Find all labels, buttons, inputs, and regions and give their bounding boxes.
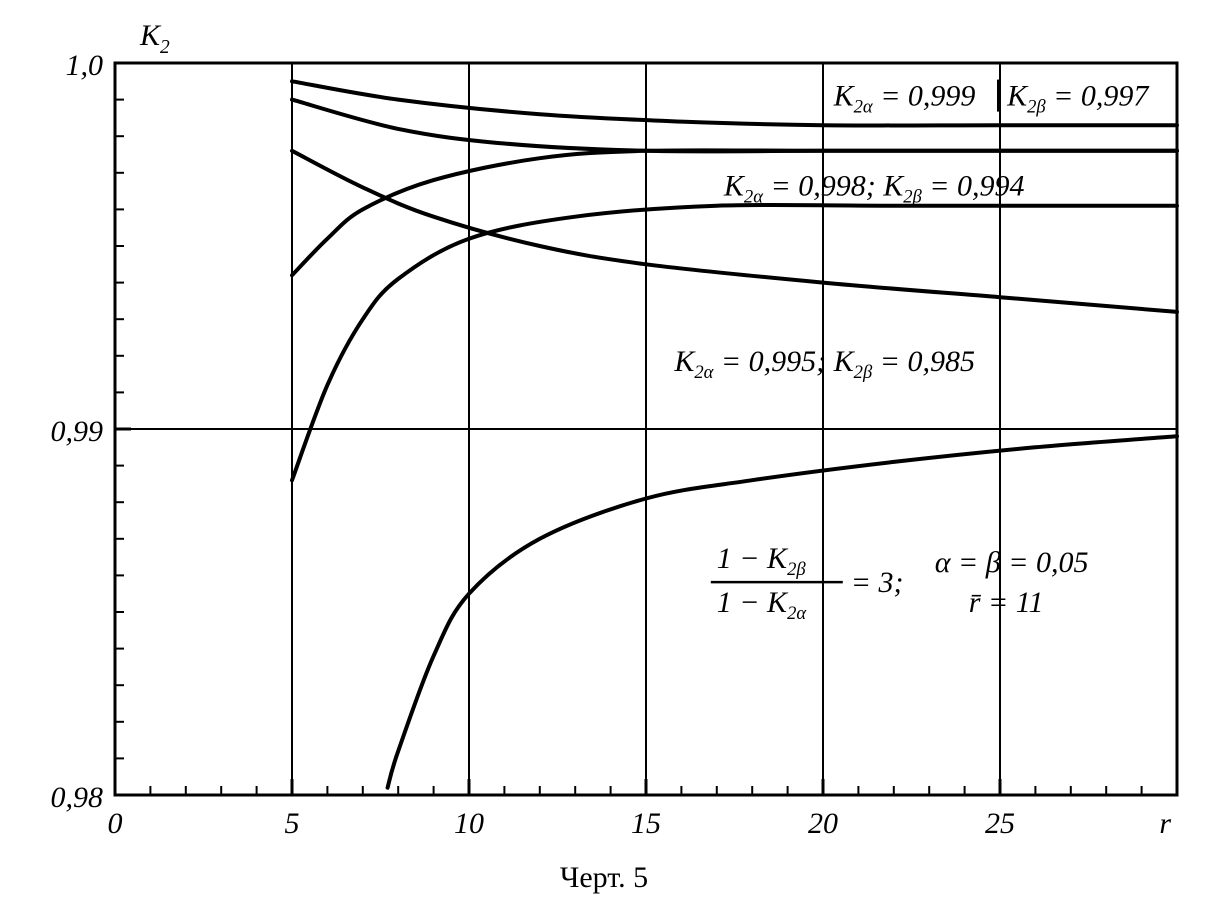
annot-formula-num: 1 − K2β [717, 542, 807, 580]
y-tick-label: 0,98 [51, 781, 104, 814]
x-tick-label: 5 [285, 807, 300, 840]
annot-k2b-0997: K2β = 0,997 [1006, 80, 1150, 118]
annot-formula-den: 1 − K2α [717, 586, 808, 624]
x-tick-label: 20 [808, 807, 838, 840]
x-tick-label: 10 [454, 807, 484, 840]
annot-line2: K2α = 0,998; K2β = 0,994 [723, 169, 1025, 207]
x-tick-label: 15 [631, 807, 661, 840]
x-tick-label: 0 [108, 807, 123, 840]
figure-caption: Черт. 5 [560, 861, 648, 894]
annot-formula-eq: = 3; [851, 566, 904, 599]
x-tick-label: 25 [985, 807, 1015, 840]
x-axis-title: r [1159, 807, 1171, 840]
annot-line3: K2α = 0,995; K2β = 0,985 [673, 345, 975, 383]
y-axis-title: K2 [139, 19, 170, 58]
curve-asc-mid [292, 205, 1177, 480]
oc-chart: 0 5 10 15 20 25 0,98 0,99 1,0 K2 r K2α = 0,999 K2β =… [0, 0, 1208, 911]
annot-alpha-beta: α = β = 0,05 [935, 546, 1089, 579]
annot-rbar: r̄ = 11 [969, 586, 1044, 619]
y-tick-label: 0,99 [51, 415, 104, 448]
annot-k2a-0999: K2α = 0,999 [833, 80, 976, 118]
y-tick-label: 1,0 [66, 49, 104, 82]
